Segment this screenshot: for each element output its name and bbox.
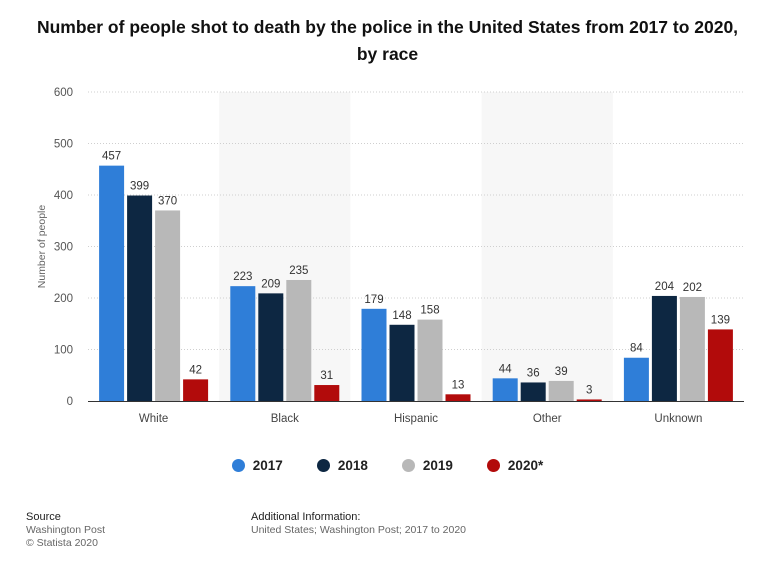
additional-info-heading: Additional Information: [251, 511, 361, 523]
additional-info-block: Additional Information: United States; W… [251, 511, 466, 537]
bar-other-2017 [492, 378, 518, 401]
copyright: © Statista 2020 [26, 537, 98, 549]
chart-title-line-2: by race [356, 44, 419, 64]
legend-label-2017: 2017 [252, 458, 283, 473]
bar-white-2017 [99, 165, 125, 401]
x-tick-label-other: Other [533, 413, 562, 425]
chart-title: Number of people shot to death by the po… [30, 14, 745, 68]
y-tick-label-600: 600 [54, 87, 73, 99]
bar-chart: 0 100 200 300 400 500 600 Number of people 457 39… [36, 87, 744, 425]
data-label-unknown-2017: 84 [630, 343, 643, 355]
bar-other-2020 [576, 399, 602, 401]
bar-black-2019 [286, 279, 312, 401]
data-label-hispanic-2017: 179 [364, 294, 383, 306]
bar-black-2020 [314, 385, 340, 401]
y-tick-label-400: 400 [54, 190, 73, 202]
bar-unknown-2017 [623, 357, 649, 401]
data-label-white-2017: 457 [102, 151, 121, 163]
bar-white-2018 [127, 195, 153, 401]
bar-unknown-2020 [707, 329, 733, 401]
data-label-unknown-2020: 139 [711, 314, 730, 326]
legend-item-2020[interactable]: 2020* [486, 458, 544, 473]
data-label-white-2020: 42 [189, 364, 202, 376]
legend-item-2019[interactable]: 2019 [401, 458, 453, 473]
legend-label-2018: 2018 [337, 458, 368, 473]
bar-black-2017 [230, 286, 256, 401]
x-tick-label-unknown: Unknown [654, 413, 702, 425]
source-heading: Source [26, 511, 61, 523]
legend-marker-2017 [231, 459, 245, 472]
y-axis-title: Number of people [36, 205, 48, 289]
y-tick-label-200: 200 [54, 293, 73, 305]
data-label-hispanic-2020: 13 [452, 379, 465, 391]
bar-unknown-2019 [679, 296, 705, 401]
legend-item-2017[interactable]: 2017 [231, 458, 283, 473]
source-block: Source Washington Post © Statista 2020 [26, 511, 105, 550]
legend-marker-2020 [486, 459, 500, 472]
legend-label-2019: 2019 [422, 458, 453, 473]
bar-hispanic-2017 [361, 308, 387, 401]
data-label-unknown-2019: 202 [683, 282, 702, 294]
bar-white-2020 [183, 379, 209, 401]
data-label-other-2019: 39 [555, 366, 568, 378]
data-label-hispanic-2018: 148 [392, 310, 411, 322]
bar-other-2019 [548, 380, 574, 401]
legend-marker-2018 [316, 459, 330, 472]
y-tick-label-0: 0 [67, 396, 73, 408]
chart-legend: 2017 2018 2019 2020* [0, 458, 775, 473]
x-tick-label-black: Black [271, 413, 299, 425]
legend-label-2020: 2020* [507, 458, 544, 473]
x-tick-label-hispanic: Hispanic [394, 413, 438, 425]
y-tick-label-100: 100 [54, 345, 73, 357]
bar-hispanic-2018 [389, 324, 415, 401]
additional-info-text: United States; Washington Post; 2017 to … [251, 524, 466, 536]
x-tick-label-white: White [139, 413, 168, 425]
bar-hispanic-2020 [445, 394, 471, 401]
data-label-black-2018: 209 [261, 278, 280, 290]
data-label-other-2017: 44 [499, 363, 512, 375]
data-label-black-2020: 31 [320, 370, 333, 382]
source-name: Washington Post [26, 524, 105, 536]
bar-other-2018 [520, 382, 546, 401]
data-label-black-2019: 235 [289, 265, 308, 277]
legend-item-2018[interactable]: 2018 [316, 458, 368, 473]
data-label-hispanic-2019: 158 [420, 305, 439, 317]
data-label-unknown-2018: 204 [655, 281, 675, 293]
bar-black-2018 [258, 293, 284, 401]
bar-unknown-2018 [651, 295, 677, 401]
data-label-black-2017: 223 [233, 271, 252, 283]
y-tick-label-300: 300 [54, 242, 73, 254]
legend-marker-2019 [401, 459, 415, 472]
chart-title-line-1: Number of people shot to death by the po… [36, 17, 739, 37]
data-label-other-2018: 36 [527, 367, 540, 379]
data-label-other-2020: 3 [586, 384, 592, 396]
data-label-white-2018: 399 [130, 181, 149, 193]
data-label-white-2019: 370 [158, 195, 177, 207]
bar-hispanic-2019 [417, 319, 443, 401]
bar-white-2019 [155, 210, 181, 401]
y-tick-label-500: 500 [54, 139, 73, 151]
